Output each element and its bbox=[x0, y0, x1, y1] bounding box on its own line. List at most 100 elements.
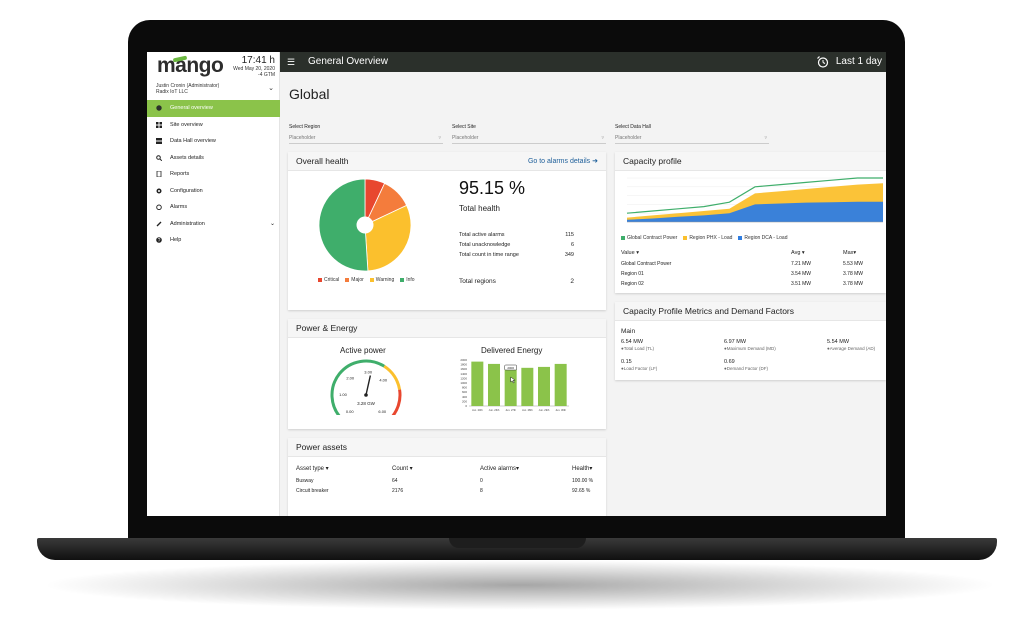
search-icon bbox=[156, 154, 163, 161]
time-range-selector[interactable]: Last 1 day bbox=[835, 56, 882, 67]
sidebar-item-label: Reports bbox=[170, 171, 190, 178]
sidebar-item-reports[interactable]: Reports bbox=[147, 166, 280, 183]
sidebar-item-help[interactable]: ? Help bbox=[147, 232, 280, 249]
health-pie-chart bbox=[318, 178, 412, 272]
gauge-tick-label: 2.00 bbox=[346, 376, 355, 381]
card-title: Power assets bbox=[296, 442, 348, 452]
data-hall-select[interactable]: Select Data Hall Placeholder ▿ bbox=[615, 124, 769, 144]
col-header-health[interactable]: Health▾ bbox=[572, 466, 593, 472]
dropdown-arrow-icon: ▿ bbox=[601, 135, 604, 141]
mango-logo[interactable]: mango bbox=[157, 54, 224, 77]
site-select-box[interactable]: Placeholder ▿ bbox=[452, 133, 606, 144]
metric-label: ●Maximum Demand (MD) bbox=[724, 346, 776, 351]
dropdown-arrow-icon: ▿ bbox=[764, 135, 767, 141]
x-tick-label: Jun. 27th bbox=[505, 408, 516, 412]
data-hall-select-label: Select Data Hall bbox=[615, 124, 651, 130]
y-tick-label: 600 bbox=[462, 390, 467, 394]
y-tick-label: 2000 bbox=[460, 358, 467, 362]
y-tick-label: 1200 bbox=[460, 376, 467, 380]
col-header-max[interactable]: Max▾ bbox=[843, 250, 857, 256]
series-line-global-contract-power bbox=[626, 177, 883, 214]
table-cell: 0 bbox=[480, 478, 483, 484]
table-cell: Region 02 bbox=[621, 281, 644, 287]
col-header-value[interactable]: Value ▾ bbox=[621, 250, 639, 256]
delivered-energy-title: Delivered Energy bbox=[481, 346, 543, 355]
gauge-band-green bbox=[330, 359, 386, 415]
total-regions-value: 2 bbox=[570, 278, 574, 285]
metric-label: ●Load Factor (LF) bbox=[621, 366, 658, 371]
chevron-down-icon[interactable]: ⌄ bbox=[268, 85, 274, 92]
sidebar-item-alarms[interactable]: Alarms bbox=[147, 199, 280, 216]
card-header: Power & Energy bbox=[288, 319, 606, 338]
col-header-avg[interactable]: Avg ▾ bbox=[791, 250, 805, 256]
sidebar-item-general-overview[interactable]: General overview bbox=[147, 100, 280, 117]
sidebar-item-label: General overview bbox=[170, 105, 213, 112]
energy-bar bbox=[471, 361, 484, 406]
metric-label: ●Total Load (TL) bbox=[621, 346, 654, 351]
region-select[interactable]: Select Region Placeholder ▿ bbox=[289, 124, 443, 144]
region-select-label: Select Region bbox=[289, 124, 321, 130]
y-tick-label: 1400 bbox=[460, 372, 467, 376]
user-info[interactable]: Justin Cronin (Administrator) Radix IoT … bbox=[156, 83, 219, 95]
total-active-alarms-label: Total active alarms bbox=[459, 232, 505, 238]
cursor-icon bbox=[510, 376, 516, 384]
metric-value: 6.54 MW bbox=[621, 339, 644, 345]
delivered-energy-chart: 2000180016001400120010008006004002000Jun… bbox=[460, 358, 569, 412]
legend-item: Global Contract Power bbox=[621, 235, 677, 241]
table-cell: 3.54 MW bbox=[791, 271, 812, 277]
card-header: Capacity profile bbox=[615, 152, 886, 171]
globe-icon bbox=[156, 105, 162, 111]
legend-item: Info bbox=[400, 277, 415, 283]
laptop-base bbox=[37, 538, 997, 560]
sidebar-item-label: Assets details bbox=[170, 154, 204, 161]
document-icon bbox=[156, 170, 162, 178]
menu-icon[interactable]: ☰ bbox=[287, 57, 296, 67]
energy-bar bbox=[504, 366, 517, 406]
gauge-needle bbox=[365, 375, 372, 396]
sidebar-item-data-hall-overview[interactable]: Data Hall overview bbox=[147, 133, 280, 150]
capacity-profile-chart bbox=[626, 177, 883, 223]
energy-bar bbox=[521, 367, 534, 406]
power-energy-card: Power & Energy Active power 0.00 1.00 2.00… bbox=[288, 319, 606, 429]
col-header-active-alarms[interactable]: Active alarms▾ bbox=[480, 466, 520, 472]
bar-tooltip-text: 2000 bbox=[507, 366, 514, 370]
col-header-asset-type[interactable]: Asset type ▾ bbox=[296, 466, 329, 472]
sidebar: mango 17:41 h Wed May 20, 2020 -4 GTM Ju… bbox=[147, 52, 280, 516]
total-regions-label: Total regions bbox=[459, 278, 496, 285]
sidebar-item-administration[interactable]: Administration ⌄ bbox=[147, 216, 280, 233]
bar-tooltip bbox=[504, 364, 517, 371]
total-health-value: 95.15 % bbox=[459, 178, 526, 198]
legend-item: Region PHX - Load bbox=[683, 235, 732, 241]
capacity-profile-card: Capacity profile Global Contract Power R… bbox=[615, 152, 886, 293]
site-select[interactable]: Select Site Placeholder ▿ bbox=[452, 124, 606, 144]
table-cell: 64 bbox=[392, 478, 398, 484]
overall-health-card: Overall health Go to alarms details ➜ Cr… bbox=[288, 152, 606, 310]
sidebar-nav: General overview Site overview Data Hall… bbox=[147, 100, 280, 249]
y-tick-label: 1600 bbox=[460, 367, 467, 371]
gauge-hub bbox=[364, 393, 368, 397]
col-header-count[interactable]: Count ▾ bbox=[392, 466, 413, 472]
sidebar-item-configuration[interactable]: Configuration bbox=[147, 183, 280, 200]
table-cell: 8 bbox=[480, 488, 483, 494]
capacity-metrics-card: Capacity Profile Metrics and Demand Fact… bbox=[615, 302, 886, 380]
alarm-clock-icon[interactable] bbox=[816, 55, 830, 69]
region-select-box[interactable]: Placeholder ▿ bbox=[289, 133, 443, 144]
sidebar-item-label: Site overview bbox=[170, 121, 203, 128]
energy-bar bbox=[554, 363, 567, 406]
chevron-down-icon[interactable]: ⌄ bbox=[269, 221, 275, 228]
sidebar-item-assets-details[interactable]: Assets details bbox=[147, 150, 280, 167]
pie-slice-info bbox=[318, 178, 369, 272]
gauge-tick-label: 0.00 bbox=[346, 409, 355, 414]
help-icon: ? bbox=[156, 237, 162, 244]
x-tick-label: Jun. 28th bbox=[522, 408, 533, 412]
gauge-band-red bbox=[391, 389, 402, 415]
sidebar-item-site-overview[interactable]: Site overview bbox=[147, 117, 280, 134]
y-tick-label: 200 bbox=[462, 399, 467, 403]
main-content: Global Select Region Placeholder ▿ Select… bbox=[280, 72, 886, 516]
alarms-details-link[interactable]: Go to alarms details ➜ bbox=[527, 158, 598, 165]
sidebar-item-label: Configuration bbox=[170, 187, 203, 194]
top-bar: ☰ General Overview Last 1 day bbox=[280, 52, 886, 72]
clock-time: 17:41 h bbox=[241, 55, 275, 66]
data-hall-select-box[interactable]: Placeholder ▿ bbox=[615, 133, 769, 144]
clock-date: Wed May 20, 2020 bbox=[233, 66, 275, 72]
